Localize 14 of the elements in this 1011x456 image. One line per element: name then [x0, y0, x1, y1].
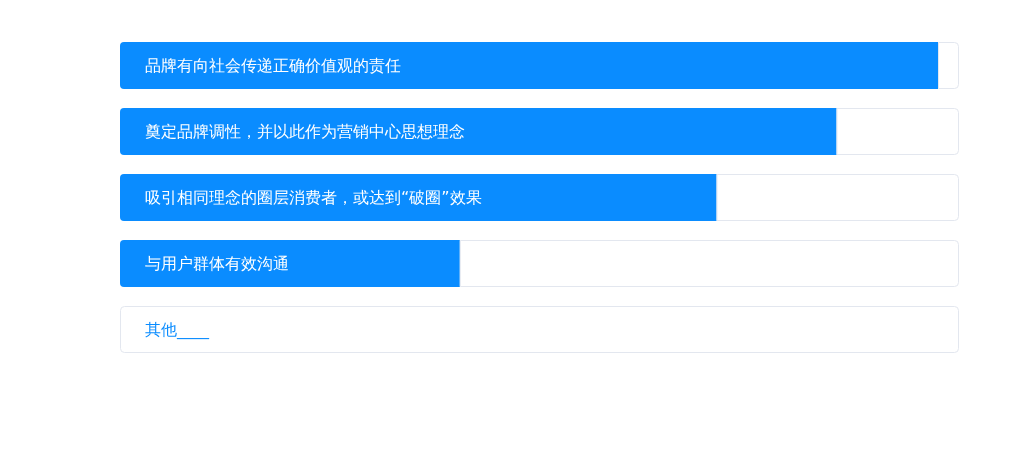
y-tick-label: 与用户群体有效沟通 — [145, 254, 289, 273]
bar — [120, 174, 717, 221]
bar — [120, 240, 460, 287]
bar — [938, 42, 959, 89]
y-tick-label: 品牌有向社会传递正确价值观的责任 — [145, 56, 401, 75]
y-tick-label: 吸引相同理念的圈层消费者，或达到“破圈”效果 — [145, 188, 482, 207]
bar — [120, 108, 837, 155]
y-tick-label: 奠定品牌调性，并以此作为营销中心思想理念 — [145, 122, 465, 141]
bar — [836, 108, 959, 155]
bar — [120, 42, 939, 89]
bar — [716, 174, 959, 221]
y-tick-label: 其他____ — [145, 320, 210, 340]
bar — [120, 306, 959, 353]
bar — [459, 240, 959, 287]
